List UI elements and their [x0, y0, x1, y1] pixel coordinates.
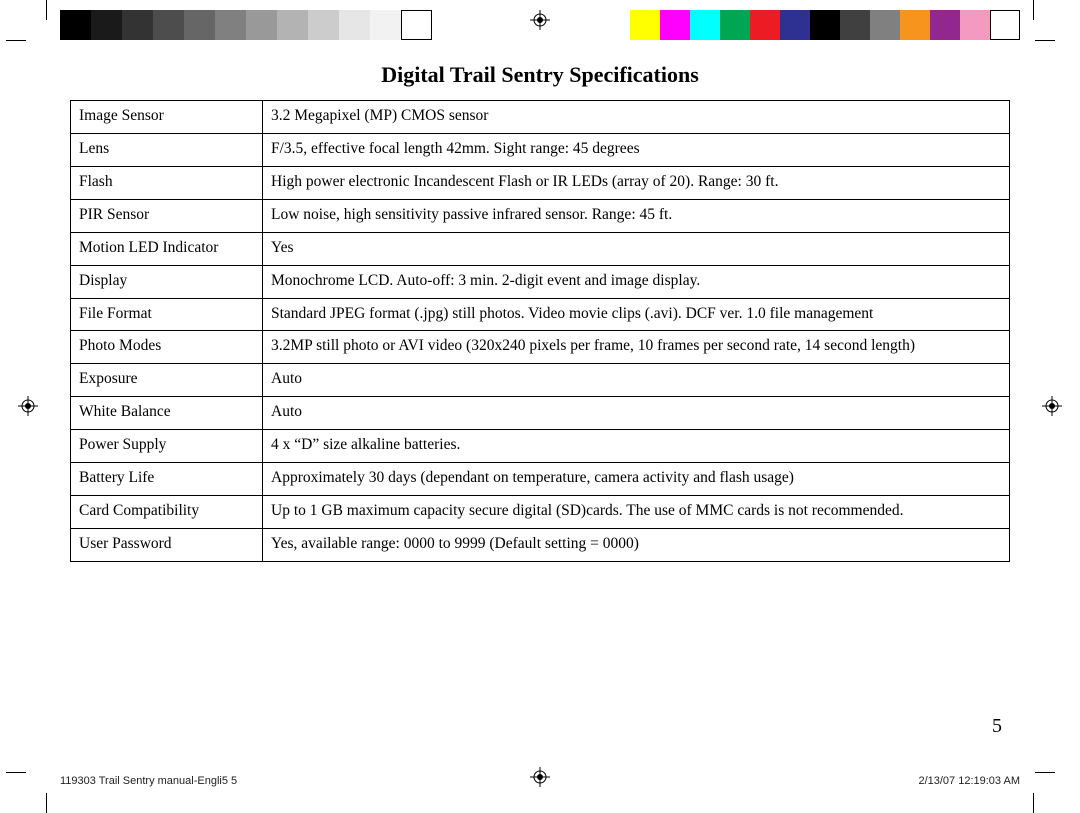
color-swatch	[720, 10, 750, 40]
page-title: Digital Trail Sentry Specifications	[0, 62, 1080, 88]
spec-value-cell: 3.2MP still photo or AVI video (320x240 …	[263, 331, 1010, 364]
table-row: File FormatStandard JPEG format (.jpg) s…	[71, 298, 1010, 331]
spec-value-cell: Auto	[263, 397, 1010, 430]
spec-name-cell: Display	[71, 265, 263, 298]
spec-table: Image Sensor3.2 Megapixel (MP) CMOS sens…	[70, 100, 1010, 562]
footer-timestamp: 2/13/07 12:19:03 AM	[918, 775, 1020, 787]
crop-mark	[26, 20, 46, 40]
spec-value-cell: Approximately 30 days (dependant on temp…	[263, 463, 1010, 496]
gray-swatch	[91, 10, 122, 40]
spec-name-cell: Exposure	[71, 364, 263, 397]
color-swatch	[930, 10, 960, 40]
gray-swatch	[401, 10, 432, 40]
color-swatch	[750, 10, 780, 40]
spec-name-cell: Image Sensor	[71, 101, 263, 134]
color-swatch	[870, 10, 900, 40]
spec-table-container: Image Sensor3.2 Megapixel (MP) CMOS sens…	[70, 100, 1010, 562]
color-swatch	[690, 10, 720, 40]
spec-value-cell: Monochrome LCD. Auto-off: 3 min. 2-digit…	[263, 265, 1010, 298]
color-swatch	[780, 10, 810, 40]
spec-value-cell: 4 x “D” size alkaline batteries.	[263, 430, 1010, 463]
spec-value-cell: Yes	[263, 232, 1010, 265]
gray-swatch	[153, 10, 184, 40]
table-row: User PasswordYes, available range: 0000 …	[71, 528, 1010, 561]
table-row: FlashHigh power electronic Incandescent …	[71, 166, 1010, 199]
gray-swatch	[308, 10, 339, 40]
spec-value-cell: F/3.5, effective focal length 42mm. Sigh…	[263, 133, 1010, 166]
table-row: Card CompatibilityUp to 1 GB maximum cap…	[71, 496, 1010, 529]
spec-name-cell: Power Supply	[71, 430, 263, 463]
color-bar	[630, 10, 1020, 40]
spec-name-cell: Lens	[71, 133, 263, 166]
table-row: ExposureAuto	[71, 364, 1010, 397]
registration-mark-icon	[1042, 396, 1062, 416]
gray-swatch	[184, 10, 215, 40]
gray-swatch	[339, 10, 370, 40]
gray-swatch	[246, 10, 277, 40]
color-swatch	[960, 10, 990, 40]
spec-name-cell: Card Compatibility	[71, 496, 263, 529]
gray-swatch	[215, 10, 246, 40]
color-swatch	[900, 10, 930, 40]
spec-value-cell: Up to 1 GB maximum capacity secure digit…	[263, 496, 1010, 529]
table-row: LensF/3.5, effective focal length 42mm. …	[71, 133, 1010, 166]
spec-name-cell: Battery Life	[71, 463, 263, 496]
table-row: Motion LED IndicatorYes	[71, 232, 1010, 265]
spec-name-cell: White Balance	[71, 397, 263, 430]
registration-mark-icon	[18, 396, 38, 416]
crop-mark	[26, 773, 46, 793]
table-row: Image Sensor3.2 Megapixel (MP) CMOS sens…	[71, 101, 1010, 134]
spec-name-cell: PIR Sensor	[71, 199, 263, 232]
spec-value-cell: Yes, available range: 0000 to 9999 (Defa…	[263, 528, 1010, 561]
color-swatch	[990, 10, 1020, 40]
color-swatch	[660, 10, 690, 40]
crop-mark	[1034, 20, 1054, 40]
footer-filename: 119303 Trail Sentry manual-Engli5 5	[60, 775, 237, 787]
crop-mark	[1034, 773, 1054, 793]
gray-swatch	[60, 10, 91, 40]
spec-value-cell: High power electronic Incandescent Flash…	[263, 166, 1010, 199]
color-swatch	[810, 10, 840, 40]
gray-swatch	[370, 10, 401, 40]
table-row: Photo Modes3.2MP still photo or AVI vide…	[71, 331, 1010, 364]
spec-name-cell: User Password	[71, 528, 263, 561]
table-row: White BalanceAuto	[71, 397, 1010, 430]
spec-value-cell: Auto	[263, 364, 1010, 397]
table-row: Power Supply4 x “D” size alkaline batter…	[71, 430, 1010, 463]
print-footer: 119303 Trail Sentry manual-Engli5 5 2/13…	[60, 775, 1020, 787]
spec-name-cell: File Format	[71, 298, 263, 331]
spec-value-cell: 3.2 Megapixel (MP) CMOS sensor	[263, 101, 1010, 134]
table-row: PIR SensorLow noise, high sensitivity pa…	[71, 199, 1010, 232]
gray-swatch	[122, 10, 153, 40]
color-swatch	[630, 10, 660, 40]
gray-swatch	[277, 10, 308, 40]
color-swatch	[840, 10, 870, 40]
grayscale-bar	[60, 10, 432, 40]
registration-mark-icon	[530, 10, 550, 30]
spec-value-cell: Standard JPEG format (.jpg) still photos…	[263, 298, 1010, 331]
table-row: Battery LifeApproximately 30 days (depen…	[71, 463, 1010, 496]
page-number: 5	[992, 715, 1002, 738]
spec-name-cell: Photo Modes	[71, 331, 263, 364]
spec-name-cell: Motion LED Indicator	[71, 232, 263, 265]
table-row: DisplayMonochrome LCD. Auto-off: 3 min. …	[71, 265, 1010, 298]
print-page: { "title": "Digital Trail Sentry Specifi…	[0, 0, 1080, 813]
spec-value-cell: Low noise, high sensitivity passive infr…	[263, 199, 1010, 232]
spec-name-cell: Flash	[71, 166, 263, 199]
